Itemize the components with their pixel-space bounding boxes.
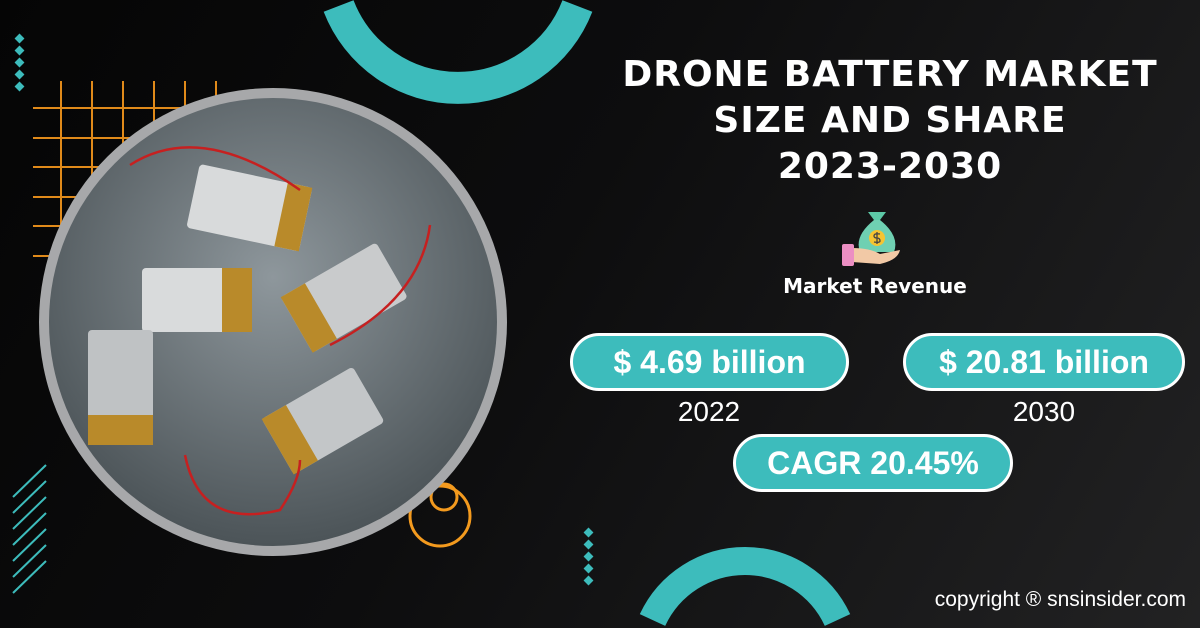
year-2030-label: 2030 [1012, 396, 1076, 427]
title-line-3: 2023-2030 [777, 146, 1003, 187]
copyright-text: copyright ® snsinsider.com [934, 588, 1186, 611]
top-teal-ring [323, 0, 593, 104]
market-revenue-label: Market Revenue [783, 274, 967, 298]
teal-diamonds-bottom [583, 527, 594, 586]
revenue-2022-pill: $ 4.69 billion [570, 333, 849, 391]
teal-stripes [12, 464, 47, 594]
page-title: DRONE BATTERY MARKET SIZE AND SHARE 2023… [590, 52, 1190, 190]
cagr-pill: CAGR 20.45% [733, 434, 1013, 492]
orange-rings [408, 482, 472, 548]
battery-icon [88, 146, 432, 516]
title-line-1: DRONE BATTERY MARKET [622, 54, 1158, 95]
bottom-teal-ring [639, 546, 851, 627]
title-line-2: SIZE AND SHARE [713, 100, 1067, 141]
battery-photo [39, 88, 507, 556]
money-bag-hand-icon [842, 212, 900, 266]
revenue-2030-pill: $ 20.81 billion [903, 333, 1185, 391]
year-2022-label: 2022 [677, 396, 741, 427]
teal-diamonds-top [14, 33, 25, 92]
